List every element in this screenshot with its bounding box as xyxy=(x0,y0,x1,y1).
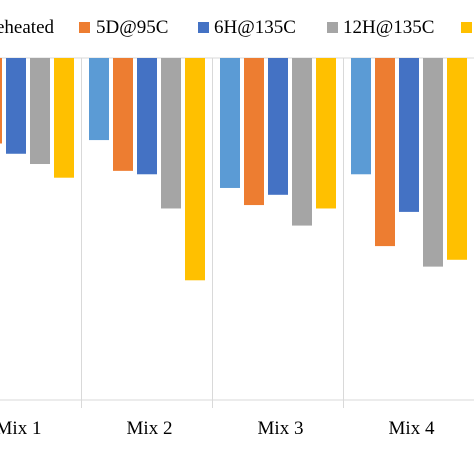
bar-6h-135c-mix-1 xyxy=(6,58,26,154)
bar-5d-95c-mix-4 xyxy=(375,58,395,247)
bar-series-5-mix-1 xyxy=(54,58,74,178)
x-tick-label: Mix 4 xyxy=(389,418,435,439)
legend: eheated 5D@95C 6H@135C 12H@135C xyxy=(0,17,472,38)
legend-swatch-series-5 xyxy=(461,22,472,33)
legend-label-5d-95c: 5D@95C xyxy=(96,17,168,38)
legend-label-12h-135c: 12H@135C xyxy=(343,17,434,38)
bar-eheated-mix-4 xyxy=(351,58,371,175)
bar-series-5-mix-2 xyxy=(185,58,205,281)
bar-12h-135c-mix-3 xyxy=(292,58,312,226)
bar-5d-95c-mix-2 xyxy=(113,58,133,171)
legend-label-6h-135c: 6H@135C xyxy=(214,17,296,38)
bar-5d-95c-mix-3 xyxy=(244,58,264,206)
bar-6h-135c-mix-3 xyxy=(268,58,288,195)
x-tick-label: Mix 1 xyxy=(0,418,41,439)
bar-series-5-mix-4 xyxy=(447,58,467,260)
bar-12h-135c-mix-2 xyxy=(161,58,181,209)
legend-label-eheated: eheated xyxy=(0,17,55,38)
bar-eheated-mix-3 xyxy=(220,58,240,188)
bar-12h-135c-mix-4 xyxy=(423,58,443,267)
bar-6h-135c-mix-4 xyxy=(399,58,419,212)
plot-area: Mix 1 Mix 2 Mix 3 Mix 4 xyxy=(0,57,474,439)
legend-swatch-6h-135c xyxy=(198,22,209,33)
legend-swatch-12h-135c xyxy=(327,22,338,33)
x-tick-label: Mix 3 xyxy=(258,418,304,439)
bar-6h-135c-mix-2 xyxy=(137,58,157,175)
bar-12h-135c-mix-1 xyxy=(30,58,50,165)
bar-series-5-mix-3 xyxy=(316,58,336,209)
legend-swatch-5d-95c xyxy=(79,22,90,33)
bar-5d-95c-mix-1 xyxy=(0,58,2,144)
x-tick-label: Mix 2 xyxy=(127,418,173,439)
bar-eheated-mix-2 xyxy=(89,58,109,141)
